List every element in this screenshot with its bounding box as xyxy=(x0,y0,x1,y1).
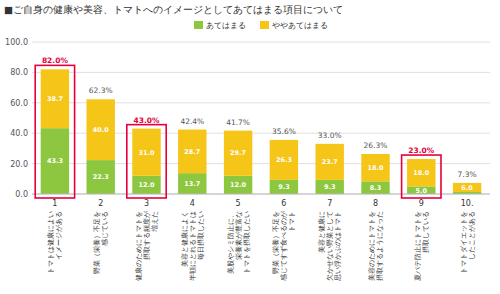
title: ■ご自身の健康や美容、トマトへのイメージとしてあてはまる項目について xyxy=(4,4,343,15)
value-label: 9.3 xyxy=(278,183,290,191)
x-tick-label: 1 xyxy=(52,199,57,208)
value-label: 31.0 xyxy=(138,149,155,157)
value-label: 43.3 xyxy=(47,157,63,165)
y-tick-label: 100.0 xyxy=(5,38,28,47)
y-tick-label: 20.0 xyxy=(10,160,28,169)
bar-segment xyxy=(407,186,435,194)
grid-line xyxy=(32,72,490,73)
grid xyxy=(32,42,490,194)
value-label: 22.3 xyxy=(93,173,109,181)
total-label: 23.0% xyxy=(408,146,435,155)
total-label: 26.3% xyxy=(364,141,388,150)
value-label: 9.3 xyxy=(324,183,336,191)
value-label: 6.0 xyxy=(461,184,473,192)
category-label: トマトは健康によいイメージがある xyxy=(47,211,63,274)
bar-segment xyxy=(132,129,160,176)
category-label: 美容と健康によく半額にとれるトマトは毎日摂取したい xyxy=(181,211,205,281)
legend-swatch xyxy=(260,21,269,29)
bar-segment xyxy=(224,176,252,194)
value-label: 23.7 xyxy=(322,158,338,166)
value-label: 8.3 xyxy=(370,184,382,192)
bar-segment xyxy=(316,144,344,180)
x-tick-label: 7 xyxy=(327,199,332,208)
total-label: 62.3% xyxy=(89,86,113,95)
value-label: 13.7 xyxy=(184,180,200,188)
value-label: 40.0 xyxy=(93,126,110,134)
highlight-box xyxy=(127,125,166,198)
bar-segment xyxy=(132,176,160,194)
category-label: 健康のためにトマトを摂取する頻度が増えた xyxy=(135,210,159,281)
bar-segment xyxy=(41,128,69,194)
value-label: 29.7 xyxy=(230,149,246,157)
x-axis xyxy=(32,194,490,195)
category-label: 野菜（栄養）不足を感じている xyxy=(93,211,109,274)
x-tick-label: 4 xyxy=(190,199,195,208)
total-label: 42.4% xyxy=(180,117,204,126)
grid-line xyxy=(32,194,490,195)
x-tick-label: 8 xyxy=(373,199,378,208)
x-tick-label: 3 xyxy=(144,199,149,208)
legend: あてはまる ややあてはまる xyxy=(194,21,328,30)
total-label: 33.0% xyxy=(318,131,342,140)
y-tick-label: 0.0 xyxy=(15,190,28,199)
total-label: 35.6% xyxy=(272,127,296,136)
x-tick-label: 6 xyxy=(281,199,286,208)
category-label: 美容と健康に欠かせない野菜として思い浮かぶのはトマト xyxy=(318,211,342,282)
bars xyxy=(41,69,482,194)
bar-segment xyxy=(87,99,115,160)
value-label: 18.0 xyxy=(413,169,430,177)
bar-segment xyxy=(178,173,206,194)
total-label: 43.0% xyxy=(133,116,160,125)
bar-segment xyxy=(453,183,481,192)
y-tick-label: 40.0 xyxy=(10,129,28,138)
x-tick-label: 5 xyxy=(236,199,241,208)
bar-segment xyxy=(41,69,69,128)
bar-segment xyxy=(316,180,344,194)
total-label: 7.3% xyxy=(458,170,477,179)
y-tick-label: 80.0 xyxy=(10,68,28,77)
chart: ■ご自身の健康や美容、トマトへのイメージとしてあてはまる項目について 0.0 20.… xyxy=(0,0,500,294)
bar-segment xyxy=(178,130,206,174)
category-label: 美容のためにトマトを摂取するようになった xyxy=(368,211,384,281)
bar-segment xyxy=(361,181,389,194)
total-label: 82.0% xyxy=(42,56,69,65)
highlight-box xyxy=(402,155,441,198)
legend-label: あてはまる xyxy=(206,21,246,30)
value-label: 28.7 xyxy=(184,148,200,156)
x-tick-label: 9 xyxy=(419,199,424,208)
value-label: 12.0 xyxy=(138,181,155,189)
highlight-box xyxy=(35,65,74,198)
category-label: 美股やシミ防止に、栄養素が豊富なトマトを摂取したい xyxy=(227,211,251,274)
x-tick-label: 10. xyxy=(461,199,474,208)
legend-swatch xyxy=(194,21,203,29)
value-label: 18.0 xyxy=(367,164,384,172)
grid-line xyxy=(32,42,490,43)
bar-segment xyxy=(270,140,298,180)
category-label: トマトダイエットをしたことがある xyxy=(460,211,476,274)
legend-item: あてはまる xyxy=(194,21,246,30)
bar-segment xyxy=(87,160,115,194)
legend-label: ややあてはまる xyxy=(272,21,328,30)
bar-segment xyxy=(407,159,435,186)
bar-segment xyxy=(270,180,298,194)
category-label: 夏バテ防止にトマトを摂取している xyxy=(414,211,430,281)
value-label: 26.3 xyxy=(276,156,292,164)
x-tick-label: 2 xyxy=(98,199,103,208)
value-label: 5.0 xyxy=(416,187,428,195)
value-label: 12.0 xyxy=(230,181,247,189)
bar-segment xyxy=(224,131,252,176)
category-label: 野菜（栄養）不足を感じてすず食べるのがトマト xyxy=(272,210,296,281)
legend-item: ややあてはまる xyxy=(260,21,328,30)
y-tick-label: 60.0 xyxy=(10,99,28,108)
value-label: 38.7 xyxy=(47,95,63,103)
total-label: 41.7% xyxy=(226,118,250,127)
bar-segment xyxy=(361,154,389,181)
value-labels: 43.3 22.3 12.0 13.7 12.0 9.3 9.3 8.3 5.0 38.7 40.0… xyxy=(47,95,473,194)
